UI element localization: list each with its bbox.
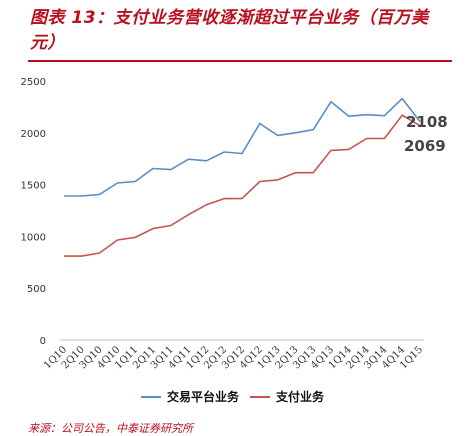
y-tick-label: 2000: [21, 129, 46, 140]
y-tick-label: 0: [40, 336, 46, 347]
data-label-payment: 2069: [404, 137, 446, 155]
series-lines: [64, 97, 421, 257]
x-axis-ticks: 1Q102Q103Q104Q101Q112Q113Q114Q111Q122Q12…: [42, 344, 425, 371]
data-labels: 2108 2069: [404, 113, 448, 155]
series-line-1: [64, 114, 421, 257]
series-line-0: [64, 97, 421, 197]
y-tick-label: 2500: [21, 77, 46, 88]
y-tick-label: 1500: [21, 181, 46, 192]
title-divider: [28, 60, 452, 62]
y-tick-label: 1000: [21, 232, 46, 243]
source-note: 来源：公司公告，中泰证券研究所: [28, 422, 193, 435]
legend-label-1: 支付业务: [275, 389, 325, 404]
legend: 交易平台业务 支付业务: [141, 389, 325, 404]
y-tick-label: 500: [27, 284, 46, 295]
data-label-platform: 2108: [406, 113, 448, 131]
y-axis-ticks: 0 500 1000 1500 2000 2500: [21, 77, 46, 347]
legend-label-0: 交易平台业务: [167, 389, 240, 404]
chart-title: 图表 13：支付业务营收逐渐超过平台业务（百万美元）: [30, 8, 429, 53]
